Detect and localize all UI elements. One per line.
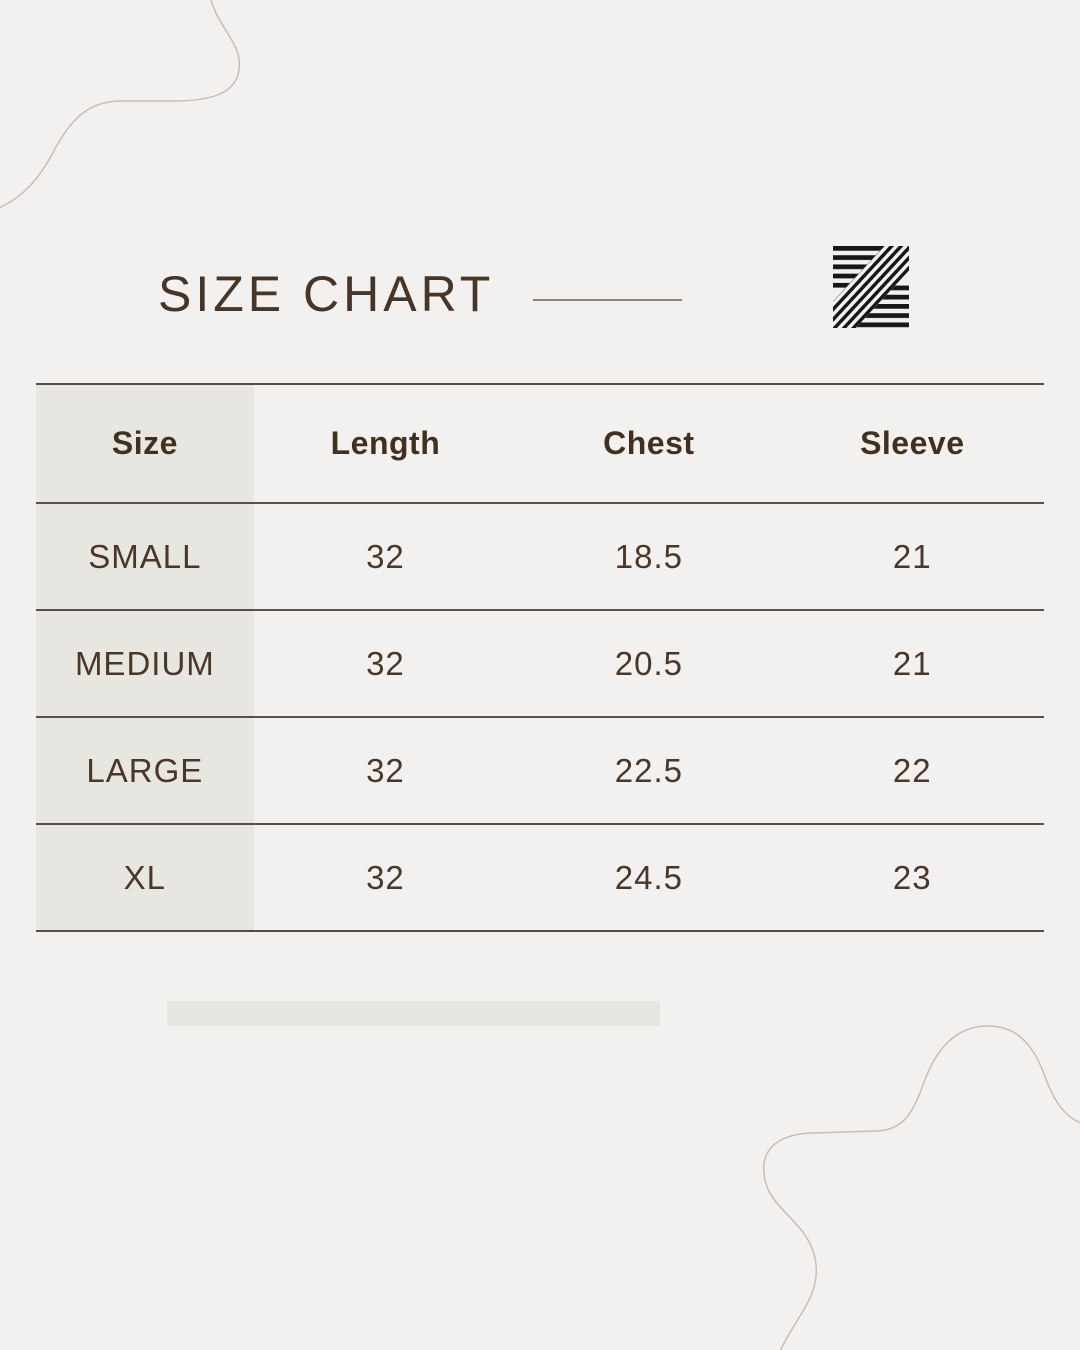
- length-value-cell: 32: [366, 537, 405, 575]
- size-label-cell: LARGE: [36, 717, 254, 824]
- z-stripes-logo-icon: [833, 246, 909, 328]
- size-label-cell: MEDIUM: [36, 610, 254, 717]
- chest-value-cell: 18.5: [614, 537, 683, 575]
- chest-value-cell: 20.5: [614, 644, 683, 682]
- title-divider: [533, 299, 682, 301]
- column-header-length: Length: [330, 425, 441, 461]
- sleeve-value-cell: 22: [892, 751, 932, 789]
- sleeve-value-cell: 21: [892, 537, 932, 575]
- table-row-medium: MEDIUM 32 20.5 21: [36, 610, 1044, 717]
- table-header-row: Size Length Chest Sleeve: [36, 384, 1044, 503]
- beige-placeholder-bar: [167, 1001, 660, 1026]
- column-header-size: Size: [36, 384, 254, 503]
- table-row-large: LARGE 32 22.5 22: [36, 717, 1044, 824]
- size-label-cell: XL: [36, 824, 254, 931]
- chest-value-cell: 24.5: [614, 858, 683, 896]
- size-chart-table-wrap: Size Length Chest Sleeve SMALL 32 18.5 2…: [36, 383, 1044, 932]
- column-header-chest: Chest: [603, 425, 695, 461]
- column-header-sleeve: Sleeve: [860, 425, 965, 461]
- length-value-cell: 32: [366, 751, 405, 789]
- table-row-xl: XL 32 24.5 23: [36, 824, 1044, 931]
- size-label-cell: SMALL: [36, 503, 254, 610]
- chest-value-cell: 22.5: [614, 751, 683, 789]
- length-value-cell: 32: [366, 858, 405, 896]
- rounded-star-outline-bottom-right-icon: [763, 1025, 1080, 1350]
- page-title: SIZE CHART: [158, 266, 495, 322]
- sleeve-value-cell: 21: [892, 644, 932, 682]
- table-row-small: SMALL 32 18.5 21: [36, 503, 1044, 610]
- sleeve-value-cell: 23: [892, 858, 932, 896]
- length-value-cell: 32: [366, 644, 405, 682]
- size-chart-table: Size Length Chest Sleeve SMALL 32 18.5 2…: [36, 383, 1044, 932]
- rounded-blob-outline-top-left-icon: [0, 0, 241, 209]
